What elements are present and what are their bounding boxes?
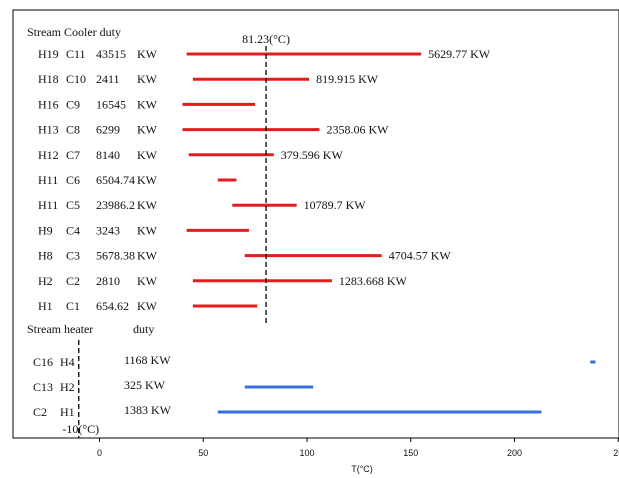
cooler-utility-label: 379.596 KW (281, 148, 344, 162)
row-duty-unit: KW (137, 274, 158, 288)
row-duty-unit: KW (137, 249, 158, 263)
row-duty-value: 8140 (96, 148, 120, 162)
chart-marks: 05010015020025H19C1143515KW5629.77 KWH18… (13, 32, 619, 458)
row-duty-value: 2411 (96, 72, 120, 86)
x-tick-label: 100 (299, 448, 314, 458)
row-hot-stream: H8 (38, 249, 53, 263)
heater-reference-label: -10(°C) (62, 422, 99, 436)
row-duty-value: 6299 (96, 123, 120, 137)
x-tick-label: 50 (198, 448, 208, 458)
row-cold-stream: C8 (66, 123, 80, 137)
heater-section-label: Stream heater (27, 322, 93, 336)
heater-cold-stream: C16 (33, 355, 53, 369)
x-tick-label: 0 (97, 448, 102, 458)
x-tick-label: 150 (403, 448, 418, 458)
row-duty-unit: KW (137, 47, 158, 61)
row-duty-value: 6504.74 (96, 173, 135, 187)
row-hot-stream: H13 (38, 123, 59, 137)
row-cold-stream: C4 (66, 223, 80, 237)
cooler-utility-label: 10789.7 KW (304, 198, 367, 212)
row-cold-stream: C3 (66, 249, 80, 263)
row-cold-stream: C2 (66, 274, 80, 288)
row-cold-stream: C11 (66, 47, 86, 61)
row-hot-stream: H1 (38, 299, 53, 313)
row-hot-stream: H9 (38, 223, 53, 237)
heater-cold-stream: C13 (33, 380, 53, 394)
row-cold-stream: C10 (66, 72, 86, 86)
row-hot-stream: H16 (38, 97, 59, 111)
cooler-utility-label: 5629.77 KW (428, 47, 491, 61)
heater-duty-header: duty (133, 322, 154, 336)
row-hot-stream: H12 (38, 148, 59, 162)
heater-cold-stream: C2 (33, 405, 47, 419)
row-duty-unit: KW (137, 72, 158, 86)
heater-duty-value: 1383 KW (124, 403, 172, 417)
row-hot-stream: H11 (38, 173, 58, 187)
row-cold-stream: C1 (66, 299, 80, 313)
row-duty-value: 3243 (96, 223, 120, 237)
row-duty-unit: KW (137, 223, 158, 237)
cooler-section-label: Stream Cooler duty (27, 25, 121, 39)
cooler-utility-label: 4704.57 KW (389, 249, 452, 263)
row-hot-stream: H19 (38, 47, 59, 61)
row-duty-unit: KW (137, 97, 158, 111)
row-duty-unit: KW (137, 198, 158, 212)
x-tick-label: 200 (507, 448, 522, 458)
cooler-utility-label: 1283.668 KW (339, 274, 408, 288)
row-duty-unit: KW (137, 148, 158, 162)
row-duty-unit: KW (137, 123, 158, 137)
heater-duty-value: 1168 KW (124, 353, 171, 367)
row-duty-value: 16545 (96, 97, 126, 111)
heater-hot-stream: H2 (60, 380, 75, 394)
cooler-utility-label: 2358.06 KW (326, 123, 389, 137)
row-duty-unit: KW (137, 299, 158, 313)
row-cold-stream: C6 (66, 173, 80, 187)
row-hot-stream: H18 (38, 72, 59, 86)
heater-hot-stream: H1 (60, 405, 75, 419)
row-hot-stream: H11 (38, 198, 58, 212)
row-cold-stream: C9 (66, 97, 80, 111)
row-hot-stream: H2 (38, 274, 53, 288)
row-duty-value: 2810 (96, 274, 120, 288)
cooler-reference-label: 81.23(°C) (242, 32, 290, 46)
row-duty-value: 5678.38 (96, 249, 135, 263)
row-duty-value: 43515 (96, 47, 126, 61)
row-duty-value: 23986.2 (96, 198, 135, 212)
cooler-utility-label: 819.915 KW (316, 72, 379, 86)
row-duty-value: 654.62 (96, 299, 129, 313)
heater-duty-value: 325 KW (124, 378, 166, 392)
row-duty-unit: KW (137, 173, 158, 187)
heater-hot-stream: H4 (60, 355, 75, 369)
x-tick-label: 25 (613, 448, 619, 458)
x-axis-label: T(°C) (351, 464, 373, 474)
row-cold-stream: C5 (66, 198, 80, 212)
row-cold-stream: C7 (66, 148, 80, 162)
